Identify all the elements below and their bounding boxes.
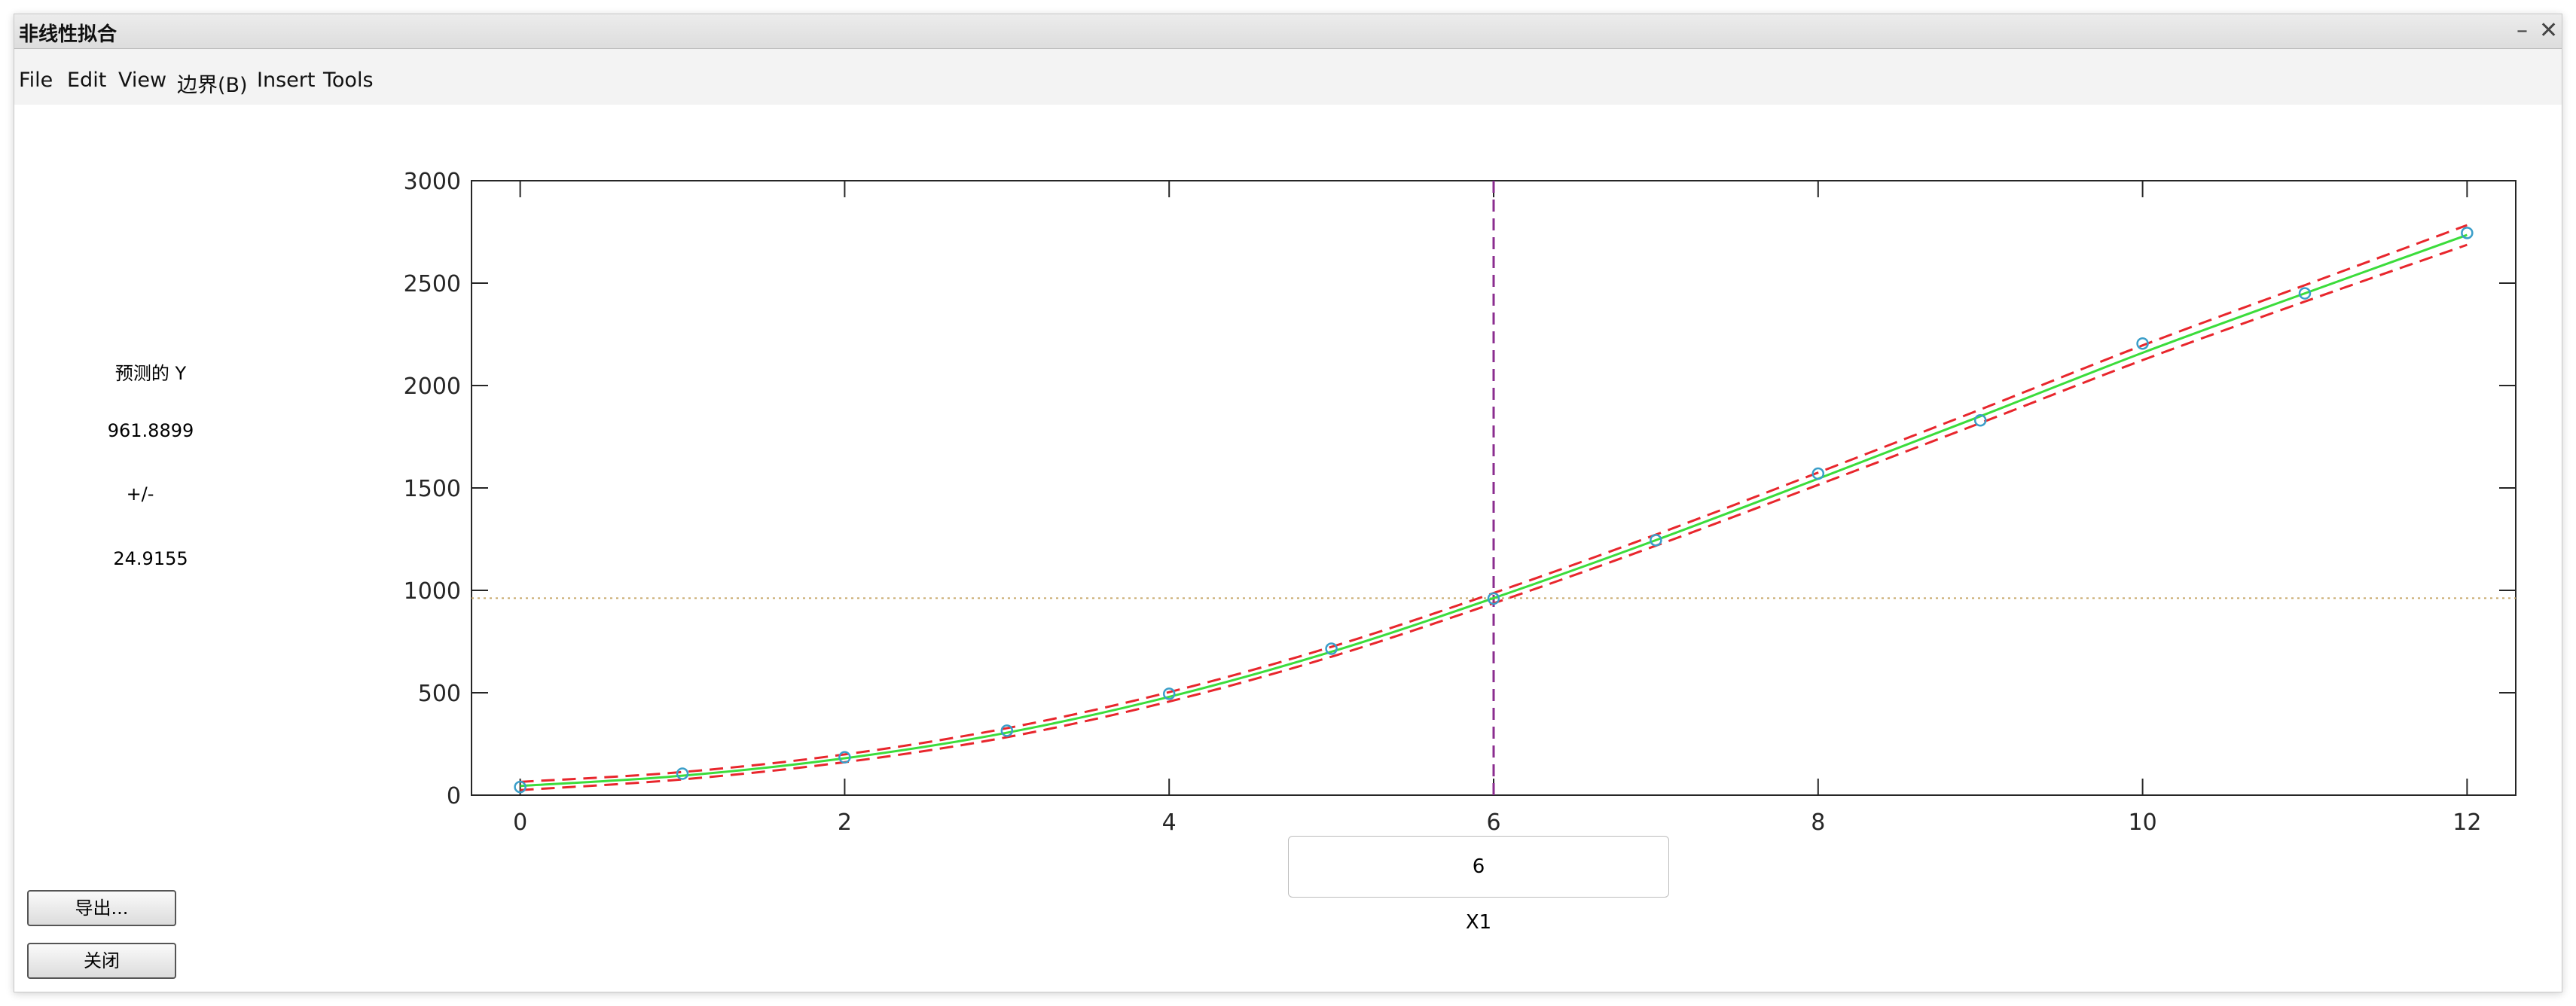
- x-tick-label: 8: [1811, 809, 1825, 836]
- fit-curve: [520, 233, 2468, 788]
- predicted-y-value: 961.8899: [107, 420, 194, 441]
- menu-insert[interactable]: Insert: [257, 69, 316, 92]
- x-tick-label: 4: [1162, 809, 1177, 836]
- x1-label: X1: [1465, 911, 1492, 934]
- minimize-icon[interactable]: –: [2516, 17, 2528, 44]
- data-point: [2136, 337, 2149, 350]
- export-button[interactable]: 导出...: [27, 890, 176, 926]
- data-point: [676, 767, 689, 780]
- predicted-y-label: 预测的 Y: [114, 363, 187, 384]
- menu-file[interactable]: File: [19, 69, 53, 92]
- y-tick-label: 0: [447, 783, 461, 809]
- menu-bar: File Edit View 边界(B) Insert Tools: [14, 49, 2562, 105]
- figure-window: 非线性拟合 – ✕ File Edit View 边界(B) Insert To…: [14, 14, 2562, 992]
- menu-edit[interactable]: Edit: [67, 69, 107, 92]
- data-point: [1000, 724, 1014, 737]
- y-tick-label: 1000: [404, 578, 461, 605]
- data-point: [1650, 534, 1662, 547]
- data-point: [514, 780, 526, 794]
- y-tick-label: 500: [418, 681, 461, 707]
- y-tick-label: 2000: [404, 373, 461, 400]
- x-tick-label: 0: [513, 809, 527, 836]
- data-point: [1973, 413, 1987, 427]
- y-tick-label: 3000: [404, 169, 461, 195]
- data-point: [1811, 467, 1825, 480]
- x-tick-label: 10: [2128, 809, 2156, 836]
- x-tick-label: 6: [1486, 809, 1500, 836]
- plus-minus-label: +/-: [126, 483, 154, 505]
- upper-confidence-bound: [520, 224, 2468, 783]
- data-point: [2461, 227, 2474, 239]
- menu-bounds[interactable]: 边界(B): [177, 74, 248, 97]
- data-point: [1162, 687, 1176, 700]
- close-icon[interactable]: ✕: [2539, 17, 2559, 44]
- data-point: [2298, 287, 2312, 300]
- close-button[interactable]: 关闭: [27, 943, 176, 979]
- y-tick-label: 2500: [404, 271, 461, 297]
- x1-input[interactable]: 6: [1288, 836, 1669, 898]
- confidence-interval-value: 24.9155: [113, 548, 188, 569]
- x-tick-label: 2: [838, 809, 852, 836]
- menu-tools[interactable]: Tools: [323, 69, 374, 92]
- window-title: 非线性拟合: [19, 23, 118, 46]
- menu-view[interactable]: View: [118, 69, 167, 92]
- y-tick-label: 1500: [404, 476, 461, 502]
- data-point: [1325, 642, 1338, 655]
- title-bar: 非线性拟合 – ✕: [14, 14, 2562, 49]
- data-point: [1487, 592, 1500, 605]
- data-point: [838, 751, 851, 764]
- x-tick-label: 12: [2452, 809, 2481, 836]
